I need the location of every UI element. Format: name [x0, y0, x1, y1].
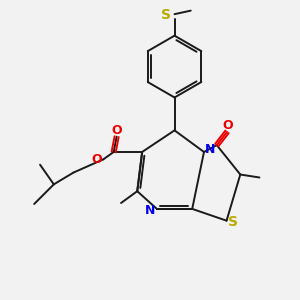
Text: S: S: [161, 8, 171, 22]
Text: N: N: [145, 204, 156, 217]
Text: O: O: [111, 124, 122, 137]
Text: O: O: [92, 153, 102, 167]
Text: N: N: [205, 143, 216, 156]
Text: O: O: [222, 119, 233, 133]
Text: S: S: [228, 215, 238, 229]
